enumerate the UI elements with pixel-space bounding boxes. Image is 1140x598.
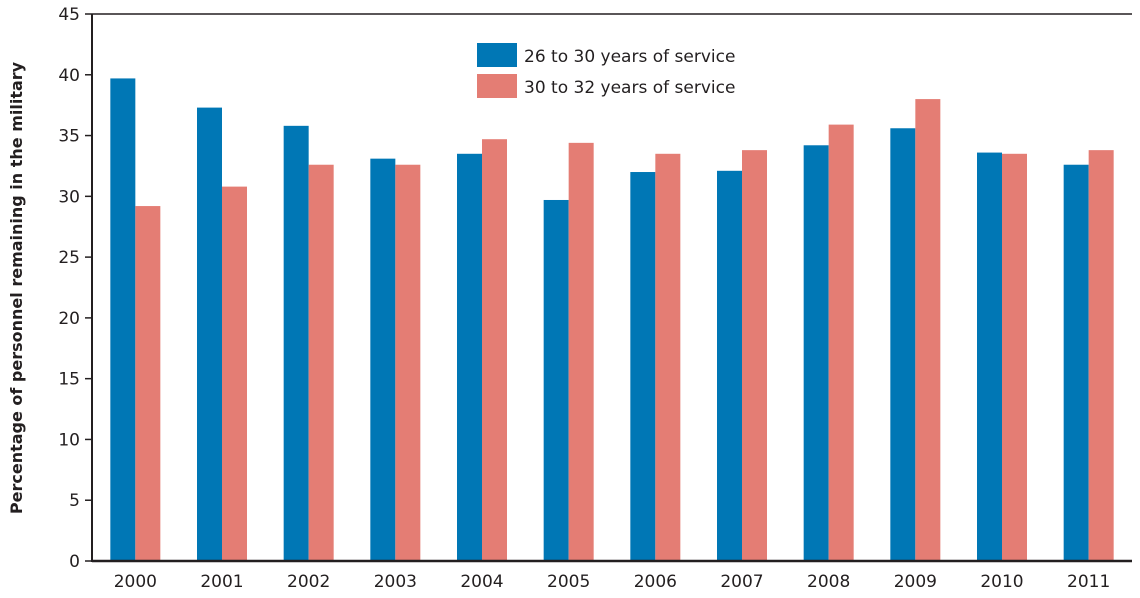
bar-series-2-2010 [1002,153,1027,562]
legend-label: 26 to 30 years of service [524,47,735,67]
bar-series-1-2008 [803,145,829,561]
bar-series-2-2009 [915,99,941,561]
bar-series-2-2005 [568,142,594,562]
bar-series-2-2006 [655,153,681,562]
y-tick-label: 25 [58,248,80,268]
bar-series-1-2002 [283,125,309,561]
x-tick-label: 2000 [114,572,157,592]
y-tick-label: 15 [58,370,80,390]
bar-series-2-2000 [135,206,161,561]
bar-series-1-2006 [630,172,656,561]
bar-series-1-2011 [1063,164,1089,561]
legend-swatch [477,43,517,67]
x-tick-label: 2011 [1067,572,1110,592]
y-tick-label: 30 [58,187,80,207]
y-tick-label: 0 [69,552,80,572]
bar-series-1-2005 [543,199,569,562]
bar-series-1-2007 [717,170,742,561]
bar-series-2-2011 [1088,150,1114,562]
y-tick-label: 35 [58,127,80,147]
legend: 26 to 30 years of service 30 to 32 years … [477,43,735,98]
x-tick-label: 2009 [894,572,937,592]
bar-series-1-2003 [370,158,396,561]
x-tick-label: 2007 [720,572,763,592]
y-tick-label: 40 [58,66,80,86]
x-tick-label: 2008 [807,572,850,592]
axes-layer [91,13,1132,563]
x-tick-label: 2003 [374,572,417,592]
x-tick-label: 2004 [460,572,503,592]
bar-series-2-2001 [222,186,247,561]
bar-series-2-2007 [742,150,767,562]
bar-series-1-2000 [110,78,136,562]
bar-series-1-2009 [890,128,916,562]
x-tick-label: 2010 [980,572,1023,592]
x-tick-label: 2002 [287,572,330,592]
bar-series-1-2004 [457,153,482,562]
x-tick-label: 2005 [547,572,590,592]
bar-series-2-2004 [482,139,507,562]
y-tick-label: 5 [69,491,80,511]
bar-series-1-2010 [977,152,1002,561]
bar-series-2-2003 [395,164,421,561]
legend-swatch [477,74,517,98]
ticks-layer: 0 5 10 15 20 25 30 35 40 45 2000 2001 2002 2003 2004 20… [58,5,1110,592]
x-tick-label: 2001 [200,572,243,592]
bar-series-1-2001 [197,107,222,561]
y-tick-label: 20 [58,309,80,329]
legend-label: 30 to 32 years of service [524,78,735,98]
x-tick-label: 2006 [634,572,677,592]
y-tick-label: 45 [58,5,80,25]
bar-series-2-2002 [308,164,334,561]
bars-layer [110,78,1114,562]
y-tick-label: 10 [58,430,80,450]
bar-series-2-2008 [828,124,854,562]
y-axis-title: Percentage of personnel remaining in the… [7,61,26,514]
